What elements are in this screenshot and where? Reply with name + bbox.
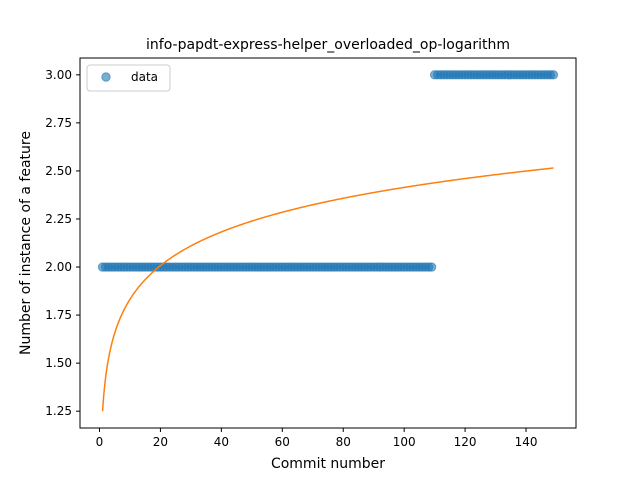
x-tick-label: 140 [515, 435, 538, 449]
legend-label: data [131, 70, 158, 84]
data-point [548, 70, 559, 80]
y-tick-label: 3.00 [45, 68, 72, 82]
y-tick-label: 2.50 [45, 164, 72, 178]
x-axis-label: Commit number [271, 456, 385, 472]
axes-frame [79, 57, 577, 429]
y-tick-label: 1.50 [45, 356, 72, 370]
legend-box [86, 64, 171, 92]
x-tick-label: 100 [393, 435, 416, 449]
legend: data [86, 64, 171, 92]
x-tick-label: 60 [275, 435, 290, 449]
legend-marker [101, 72, 111, 82]
x-tick-label: 20 [153, 435, 168, 449]
x-tick-label: 120 [454, 435, 477, 449]
y-tick-label: 1.25 [45, 404, 72, 418]
data-layer [97, 70, 559, 412]
x-axis-ticks: 0 20 40 60 80 100 120 140 [96, 428, 538, 449]
chart-title: info-papdt-express-helper_overloaded_op-… [146, 37, 510, 53]
fit-line [101, 167, 554, 412]
y-axis-label: Number of instance of a feature [18, 131, 34, 355]
plot-area [80, 58, 576, 428]
y-tick-label: 2.00 [45, 260, 72, 274]
y-tick-label: 2.75 [45, 116, 72, 130]
x-tick-label: 40 [214, 435, 229, 449]
y-tick-label: 2.25 [45, 212, 72, 226]
x-tick-label: 80 [336, 435, 351, 449]
x-tick-label: 0 [96, 435, 104, 449]
y-axis-ticks: 1.25 1.50 1.75 2.00 2.25 2.50 2.75 3.00 [45, 68, 80, 418]
data-point [426, 262, 437, 272]
y-tick-label: 1.75 [45, 308, 72, 322]
